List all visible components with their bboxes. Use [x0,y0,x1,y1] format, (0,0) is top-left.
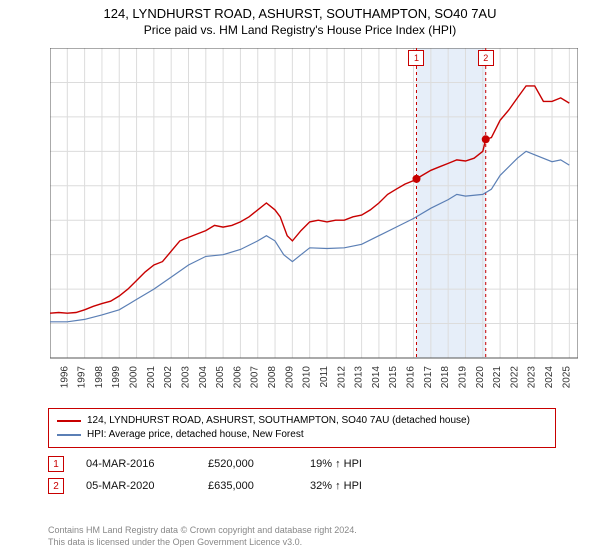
sale-row-date: 04-MAR-2016 [86,458,186,470]
chart-subtitle: Price paid vs. HM Land Registry's House … [0,23,600,37]
svg-text:2001: 2001 [146,366,157,388]
sale-row-hpi: 19% ↑ HPI [310,458,362,470]
svg-text:2015: 2015 [388,366,399,388]
sale-row: 1 04-MAR-2016 £520,000 19% ↑ HPI [48,456,556,472]
sale-row-hpi: 32% ↑ HPI [310,480,362,492]
svg-text:2016: 2016 [406,366,417,388]
sale-row-price: £520,000 [208,458,288,470]
svg-text:2002: 2002 [163,366,174,388]
footer-line1: Contains HM Land Registry data © Crown c… [48,524,357,536]
svg-text:2019: 2019 [457,366,468,388]
footer-line2: This data is licensed under the Open Gov… [48,536,357,548]
svg-text:1996: 1996 [59,366,70,388]
svg-text:2022: 2022 [509,366,520,388]
svg-text:2023: 2023 [527,366,538,388]
svg-text:2017: 2017 [423,366,434,388]
svg-text:2024: 2024 [544,366,555,388]
sale-row-badge: 2 [48,478,64,494]
svg-text:2013: 2013 [354,366,365,388]
svg-text:1995: 1995 [50,366,53,388]
footer-attribution: Contains HM Land Registry data © Crown c… [48,524,357,548]
sale-row-badge: 1 [48,456,64,472]
legend-label: HPI: Average price, detached house, New … [87,428,304,442]
svg-text:2012: 2012 [336,366,347,388]
svg-text:2005: 2005 [215,366,226,388]
svg-text:2014: 2014 [371,366,382,388]
sale-marker-badge: 2 [478,50,494,66]
sales-table: 1 04-MAR-2016 £520,000 19% ↑ HPI 2 05-MAR-202… [48,456,556,500]
svg-text:2000: 2000 [129,366,140,388]
svg-text:2010: 2010 [302,366,313,388]
legend: 124, LYNDHURST ROAD, ASHURST, SOUTHAMPTO… [48,408,556,448]
svg-text:2011: 2011 [319,366,330,388]
line-chart: £0£100K£200K£300K£400K£500K£600K£700K£80… [50,48,578,388]
svg-text:2006: 2006 [232,366,243,388]
legend-label: 124, LYNDHURST ROAD, ASHURST, SOUTHAMPTO… [87,414,470,428]
svg-text:1999: 1999 [111,366,122,388]
legend-swatch [57,420,81,422]
svg-text:1997: 1997 [77,366,88,388]
sale-row-date: 05-MAR-2020 [86,480,186,492]
svg-text:2025: 2025 [561,366,572,388]
chart-area: £0£100K£200K£300K£400K£500K£600K£700K£80… [50,48,578,388]
legend-item: HPI: Average price, detached house, New … [57,428,547,442]
svg-text:2007: 2007 [250,366,261,388]
legend-item: 124, LYNDHURST ROAD, ASHURST, SOUTHAMPTO… [57,414,547,428]
chart-title-address: 124, LYNDHURST ROAD, ASHURST, SOUTHAMPTO… [0,6,600,21]
svg-text:2004: 2004 [198,366,209,388]
svg-text:1998: 1998 [94,366,105,388]
svg-text:2003: 2003 [180,366,191,388]
legend-swatch [57,434,81,436]
svg-text:2021: 2021 [492,366,503,388]
chart-title-block: 124, LYNDHURST ROAD, ASHURST, SOUTHAMPTO… [0,0,600,37]
svg-text:2020: 2020 [475,366,486,388]
sale-row: 2 05-MAR-2020 £635,000 32% ↑ HPI [48,478,556,494]
svg-text:2009: 2009 [284,366,295,388]
svg-text:2018: 2018 [440,366,451,388]
sale-marker-badge: 1 [408,50,424,66]
svg-text:2008: 2008 [267,366,278,388]
sale-row-price: £635,000 [208,480,288,492]
